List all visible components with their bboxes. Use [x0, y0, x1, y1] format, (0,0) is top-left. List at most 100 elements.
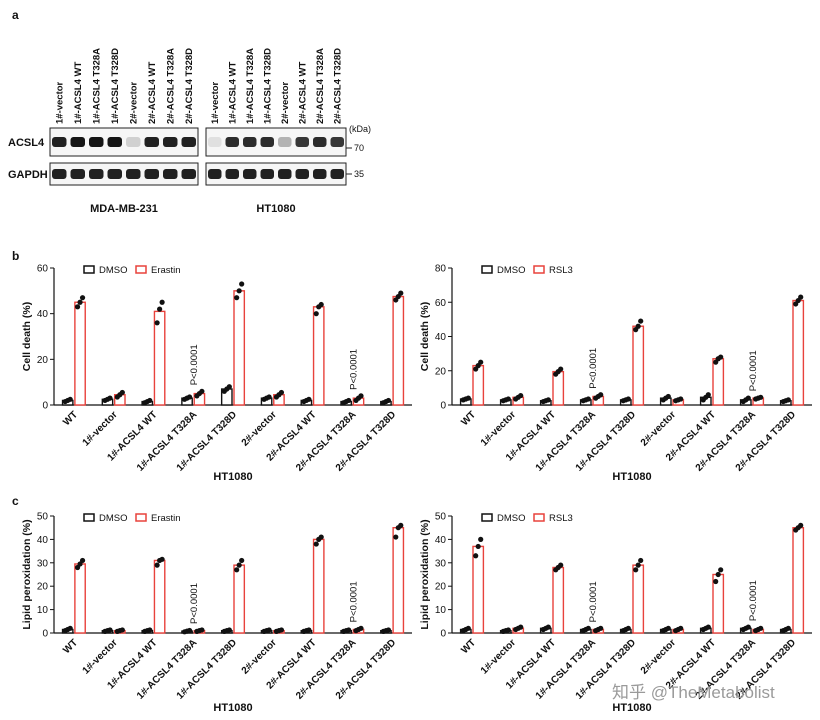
blot-lane-label: 2#-ACSL4 WT [297, 62, 308, 124]
blot-band [52, 169, 67, 179]
data-point [505, 396, 511, 402]
blot-band [295, 137, 309, 147]
x-tick-label: 1#-vector [479, 637, 518, 676]
bar [472, 364, 485, 406]
data-point [518, 392, 524, 399]
blot-lane-label: 2#-ACSL4 T328A [165, 48, 176, 124]
blot-band [126, 137, 141, 147]
data-point [239, 557, 245, 564]
bar [792, 299, 805, 406]
data-point [558, 562, 564, 568]
x-tick-label: WT [61, 637, 80, 656]
blot-band [144, 137, 159, 147]
blot-band [163, 137, 178, 147]
blot-band [208, 137, 222, 147]
blot-band [225, 169, 239, 179]
data-point [465, 625, 471, 631]
blot-band [89, 169, 104, 179]
panel-label-c: c [12, 494, 19, 508]
blot-row-label: GAPDH [8, 169, 48, 181]
blot-lane-label: 2#-vector [280, 81, 291, 124]
blot-frame [49, 162, 199, 186]
data-point [154, 320, 160, 326]
bar [712, 358, 725, 406]
legend-label: DMSO [99, 513, 128, 524]
x-tick-label: 1#-vector [479, 409, 518, 448]
legend-label: Erastin [151, 265, 181, 276]
y-axis-label: Cell death (%) [419, 302, 431, 371]
blot-lane-label: 2#-ACSL4 WT [147, 62, 158, 124]
x-axis-label: HT1080 [612, 702, 651, 714]
data-point [147, 397, 153, 404]
blot-band [70, 137, 85, 147]
bar [632, 564, 645, 634]
data-point [758, 625, 764, 631]
y-tick-label: 0 [42, 401, 48, 412]
data-point [234, 295, 240, 301]
panel-label-b: b [12, 249, 19, 263]
data-point [665, 393, 671, 400]
data-point [67, 396, 73, 402]
data-point [346, 627, 352, 633]
data-point [705, 624, 711, 630]
p-value-annotation: P<0.0001 [748, 580, 759, 621]
data-point [346, 397, 352, 404]
blot-band [126, 169, 141, 179]
blot-band [225, 137, 239, 147]
y-tick-label: 0 [440, 401, 446, 412]
data-point [239, 281, 245, 287]
y-tick-label: 60 [435, 298, 447, 309]
blot-kda-label: (kDa) [349, 124, 371, 134]
blot-band [313, 169, 327, 179]
y-tick-label: 20 [435, 582, 447, 593]
legend-label: Erastin [151, 513, 181, 524]
y-tick-label: 20 [37, 582, 49, 593]
data-point [705, 392, 711, 398]
western-blot: ACSL4 GAPDH 1#-vector 1#-ACSL4 WT 1#-ACSL4 T… [8, 48, 371, 215]
y-tick-label: 50 [37, 512, 49, 523]
data-point [79, 295, 86, 301]
x-tick-label: 2#-vector [639, 409, 678, 448]
p-value-annotation: P<0.0001 [588, 348, 599, 389]
y-tick-label: 10 [37, 605, 49, 616]
data-point [545, 624, 551, 630]
x-tick-label: WT [61, 409, 80, 428]
data-point [77, 299, 83, 305]
bar [153, 559, 166, 634]
legend-swatch [481, 265, 493, 274]
data-point [545, 397, 551, 403]
bar [552, 370, 565, 406]
blot-band [260, 137, 274, 147]
data-point [107, 627, 113, 633]
data-point [266, 627, 272, 633]
data-point [154, 562, 160, 568]
blot-marker-label: 70 [354, 143, 364, 153]
data-point [518, 624, 524, 630]
x-tick-label: 1#-vector [81, 637, 120, 676]
bar [472, 545, 485, 634]
data-point [226, 627, 232, 633]
data-point [398, 290, 404, 296]
blot-marker-label: 35 [354, 169, 364, 179]
y-tick-label: 40 [435, 332, 447, 343]
data-point [159, 556, 165, 562]
data-point [798, 294, 804, 300]
blot-band [243, 137, 257, 147]
data-point [306, 396, 312, 402]
data-point [236, 562, 242, 568]
bar [392, 527, 405, 634]
y-tick-label: 20 [435, 366, 447, 377]
blot-lane-label: 2#-ACSL4 T328D [332, 48, 343, 124]
y-tick-label: 50 [435, 512, 447, 523]
x-axis-label: HT1080 [213, 471, 252, 483]
y-tick-label: 30 [435, 558, 447, 569]
data-point [318, 534, 324, 540]
blot-band [89, 137, 104, 147]
data-point [785, 397, 791, 403]
bar [312, 538, 325, 634]
data-point [478, 359, 484, 365]
y-tick-label: 80 [435, 264, 447, 275]
chart-cell-death-erastin: 0 20 40 60 Cell death (%) DMSO Erastin WT 1#-vec… [21, 264, 412, 483]
legend-swatch [135, 265, 147, 274]
